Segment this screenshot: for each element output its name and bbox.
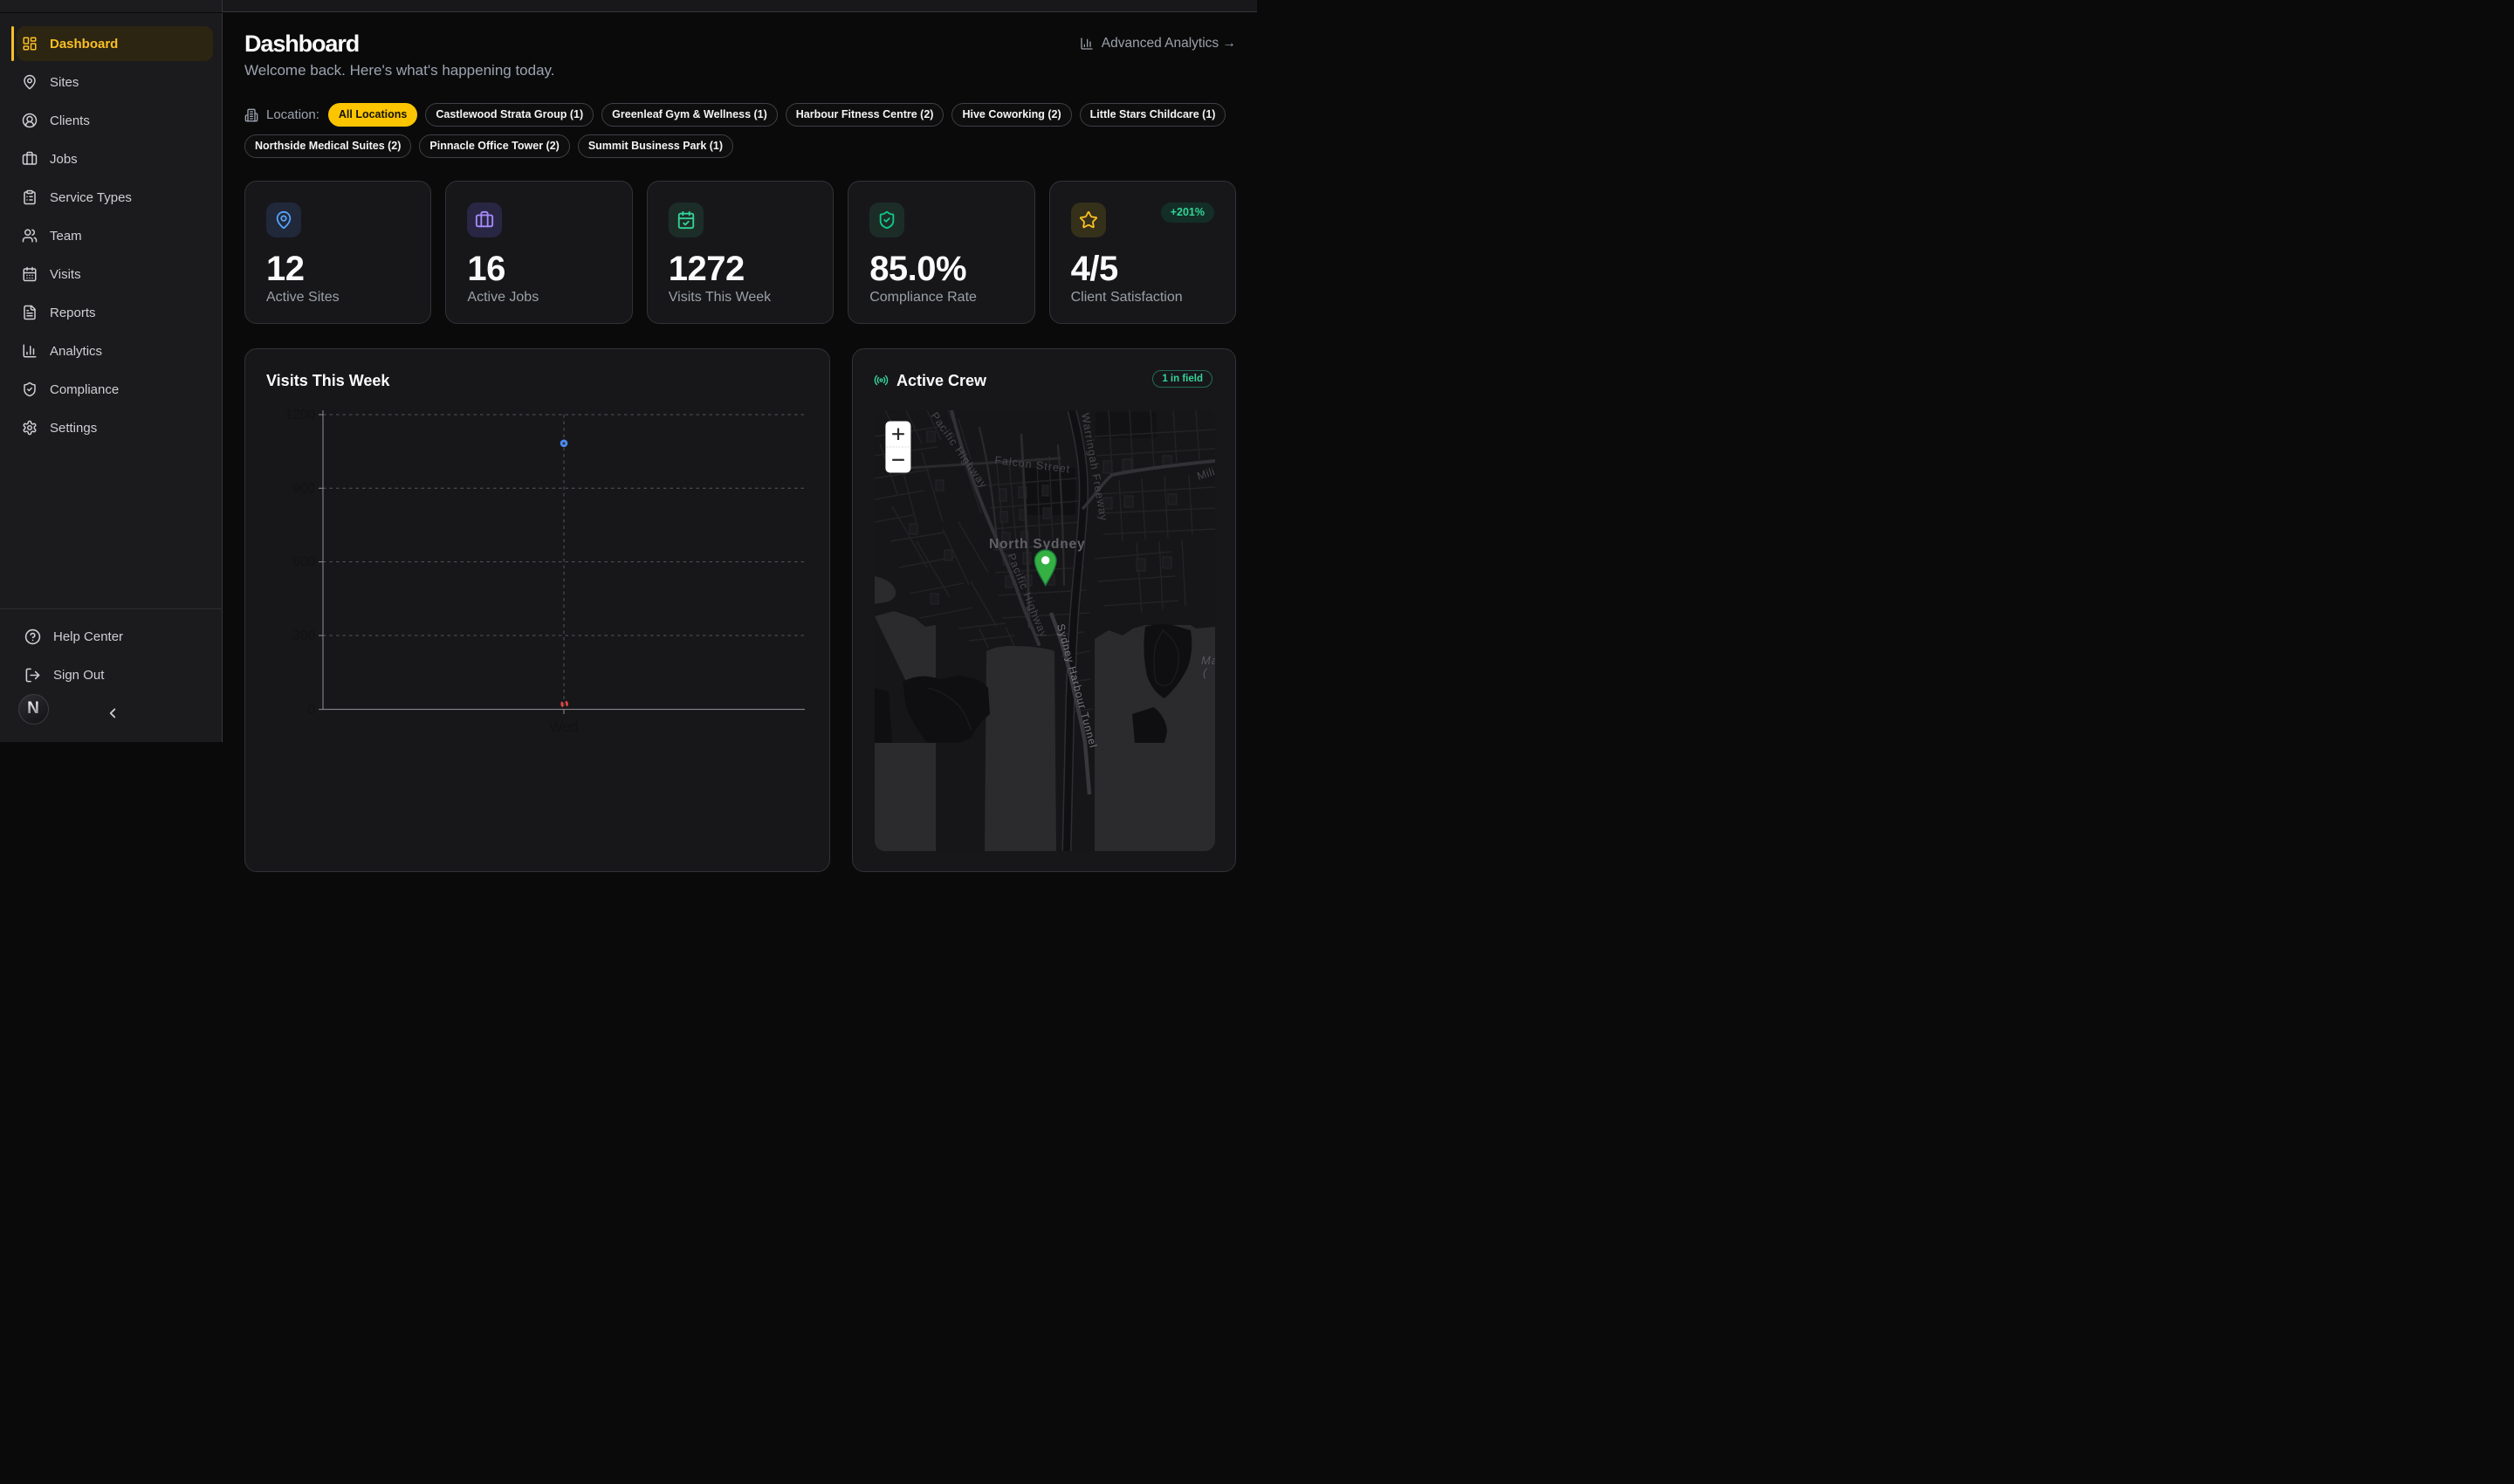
svg-text:Mili: Mili: [1196, 465, 1215, 483]
svg-text:Wed: Wed: [549, 719, 579, 735]
svg-text:North Sydney: North Sydney: [989, 537, 1085, 552]
svg-text:Ma: Ma: [1201, 654, 1215, 667]
svg-text:900: 900: [292, 481, 315, 496]
svg-text:600: 600: [292, 554, 315, 569]
svg-text:(: (: [1203, 666, 1208, 679]
svg-text:0: 0: [307, 702, 315, 717]
svg-text:300: 300: [292, 629, 315, 643]
svg-text:1200: 1200: [285, 408, 316, 423]
